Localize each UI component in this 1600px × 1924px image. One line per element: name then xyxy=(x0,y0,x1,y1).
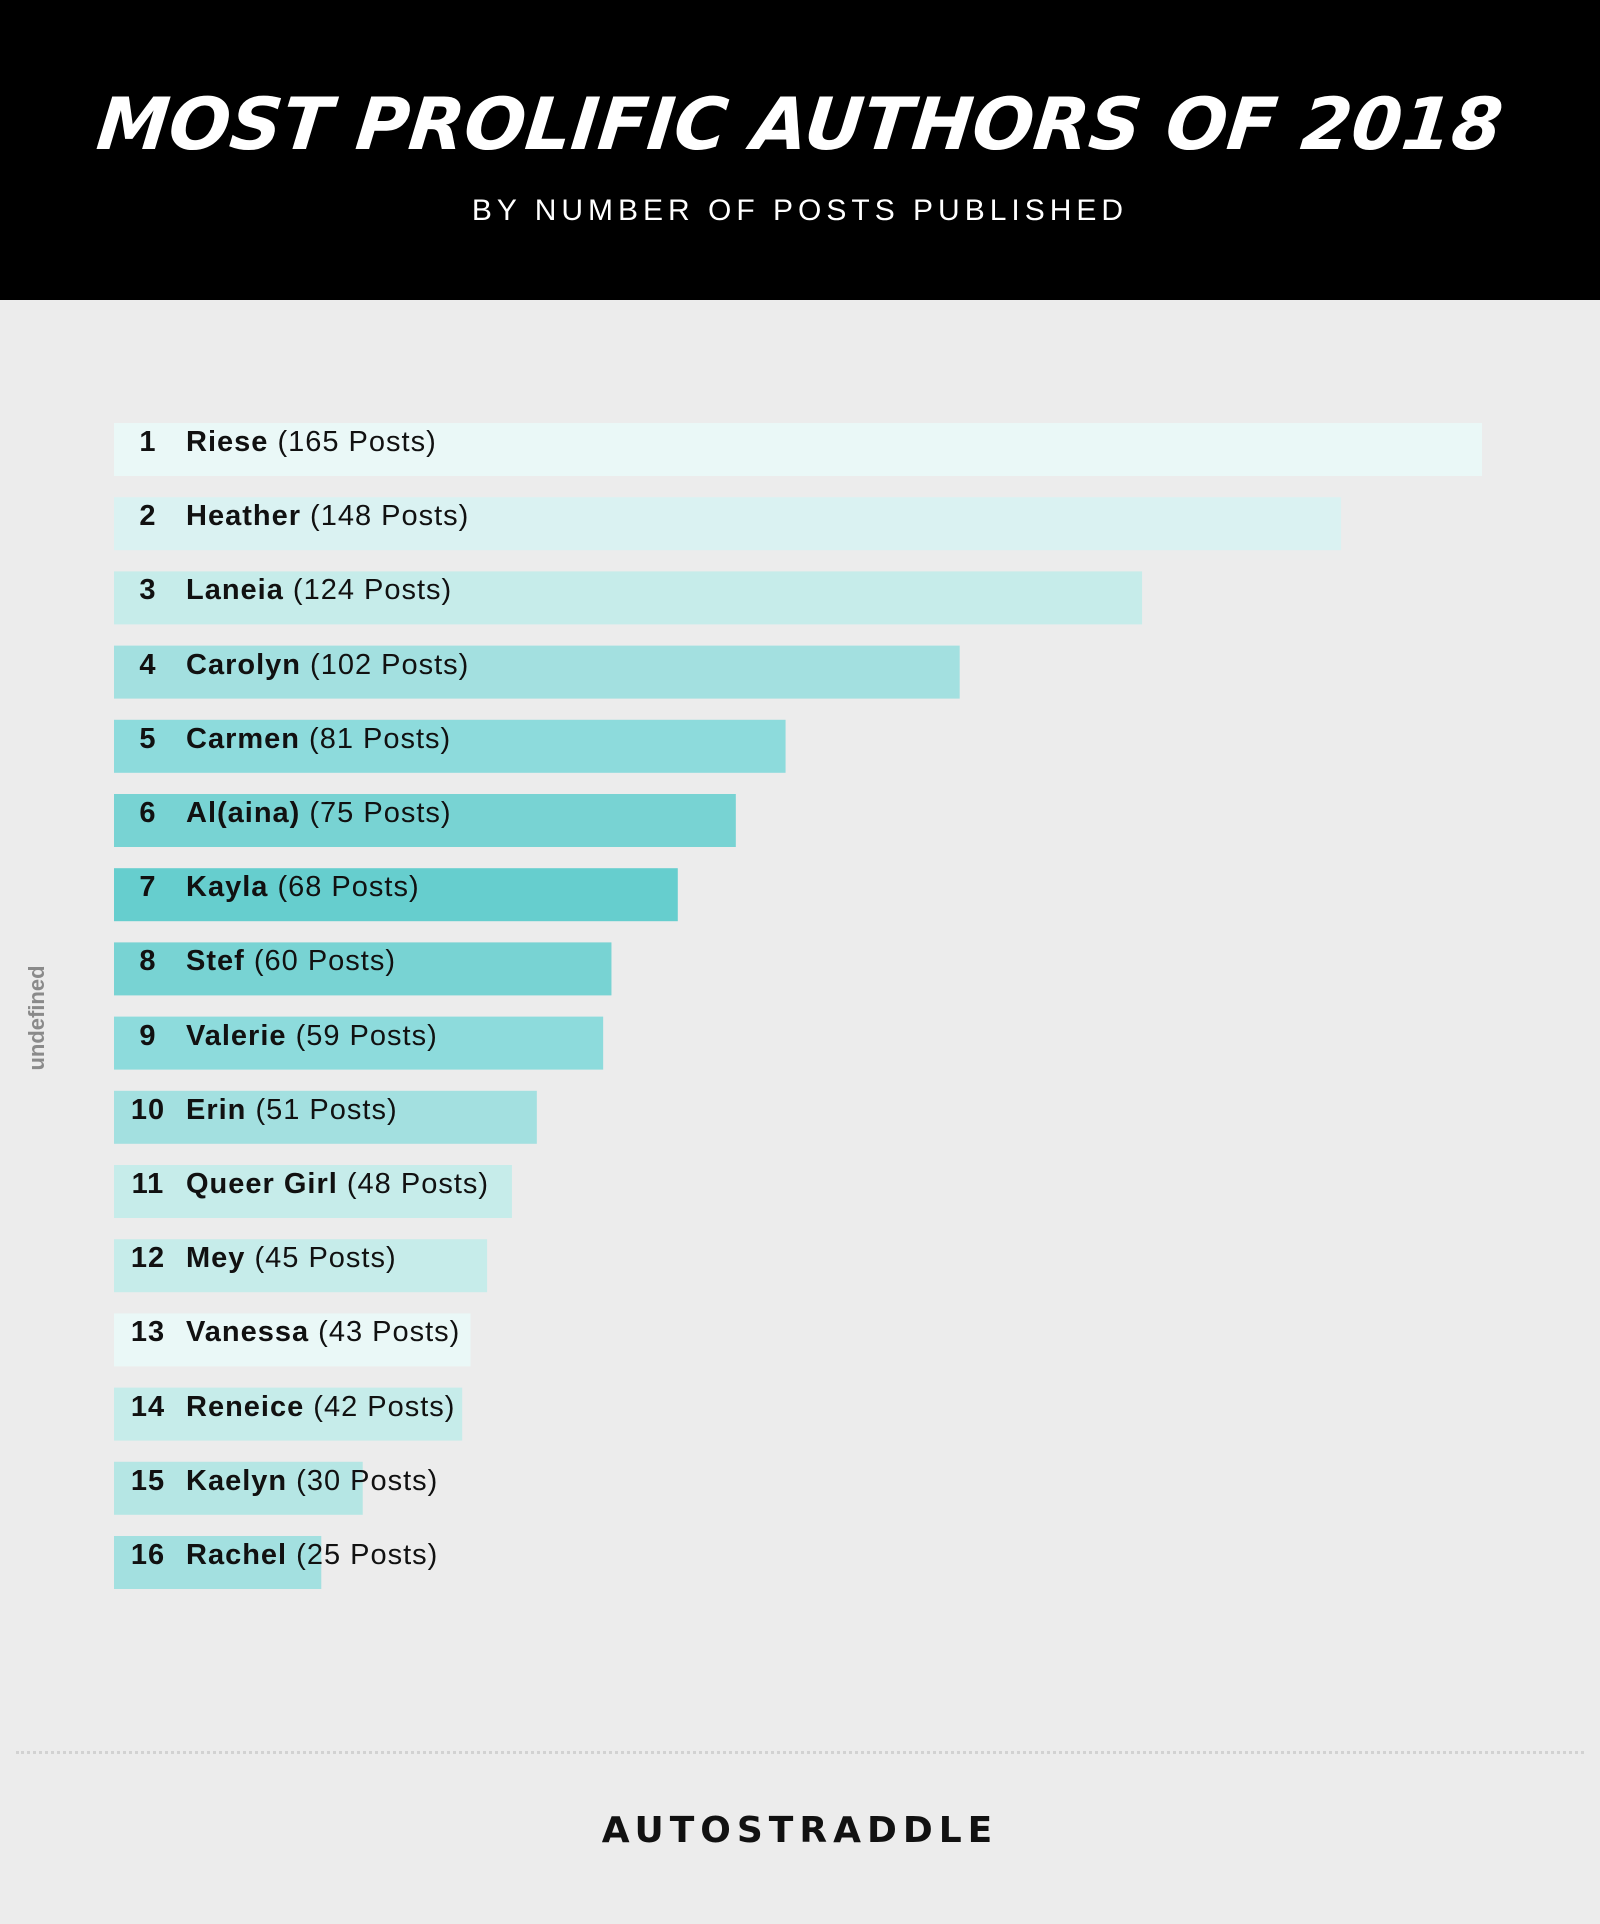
bar-3 xyxy=(114,571,1143,625)
author-name: Queer Girl xyxy=(186,1168,338,1200)
bar-10 xyxy=(114,1090,537,1144)
post-count-label: (68 Posts) xyxy=(268,871,420,904)
rank-label: 2 xyxy=(139,500,157,533)
bar-1 xyxy=(114,423,1482,476)
bar-chart xyxy=(114,423,1482,1589)
author-name: Rachel xyxy=(186,1539,288,1571)
post-count-label: (45 Posts) xyxy=(245,1242,397,1275)
post-count-label: (25 Posts) xyxy=(287,1539,439,1571)
post-count-label: (148 Posts) xyxy=(301,500,470,533)
bar-13 xyxy=(114,1313,471,1367)
post-count-label: (42 Posts) xyxy=(304,1390,456,1423)
author-name: Carmen xyxy=(186,722,300,755)
author-name: Valerie xyxy=(186,1019,287,1052)
rank-label: 16 xyxy=(130,1539,166,1571)
bar-8 xyxy=(114,942,612,996)
author-name: Vanessa xyxy=(186,1316,310,1349)
post-count-label: (48 Posts) xyxy=(337,1168,490,1200)
header-banner: MOST PROLIFIC AUTHORS OF 2018 BY NUMBER … xyxy=(0,0,1600,300)
author-name: Laneia xyxy=(186,574,284,607)
rank-label: 10 xyxy=(130,1093,166,1126)
rank-label: 11 xyxy=(131,1168,165,1200)
brand-logo: AUTOSTRADDLE xyxy=(601,1810,999,1851)
post-count-label: (124 Posts) xyxy=(283,574,453,607)
rank-label: 15 xyxy=(130,1464,166,1497)
rank-label: 3 xyxy=(139,574,157,607)
rank-label: 9 xyxy=(139,1019,157,1052)
rank-label: 14 xyxy=(130,1390,166,1423)
bar-4 xyxy=(114,645,960,699)
bar-2 xyxy=(114,497,1342,551)
author-name: Reneice xyxy=(186,1390,305,1423)
rank-label: 5 xyxy=(139,722,157,755)
bar-5 xyxy=(114,719,786,773)
bar-6 xyxy=(114,794,736,847)
post-count-label: (81 Posts) xyxy=(300,722,452,755)
bar-9 xyxy=(114,1016,604,1070)
post-count-label: (165 Posts) xyxy=(268,426,437,458)
bar-12 xyxy=(114,1239,488,1293)
rank-label: 6 xyxy=(139,797,157,829)
rank-label: 4 xyxy=(139,648,157,681)
footer-divider xyxy=(16,1751,1584,1754)
author-name: Mey xyxy=(186,1242,246,1275)
rank-label: 1 xyxy=(139,426,157,458)
author-name: Carolyn xyxy=(186,648,301,681)
post-count-label: (102 Posts) xyxy=(300,648,470,681)
author-name: Kayla xyxy=(186,871,269,904)
post-count-label: (43 Posts) xyxy=(309,1316,461,1349)
author-name: Stef xyxy=(186,945,245,978)
author-name: Kaelyn xyxy=(186,1464,288,1497)
post-count-label: (51 Posts) xyxy=(246,1093,398,1126)
rank-label: 12 xyxy=(130,1242,166,1275)
bar-14 xyxy=(114,1387,463,1441)
bar-11 xyxy=(114,1165,512,1218)
rank-label: 7 xyxy=(139,871,157,904)
author-name: Heather xyxy=(186,500,301,533)
post-count-label: (30 Posts) xyxy=(287,1464,439,1497)
post-count-label: (75 Posts) xyxy=(300,797,452,829)
author-name: Riese xyxy=(186,426,269,458)
bar-15 xyxy=(114,1461,363,1515)
rank-label: 8 xyxy=(139,945,157,978)
bar-7 xyxy=(114,868,678,922)
post-count-label: (60 Posts) xyxy=(244,945,397,978)
post-count-label: (59 Posts) xyxy=(286,1019,438,1052)
author-name: Erin xyxy=(186,1093,247,1126)
author-name: Al(aina) xyxy=(186,797,301,829)
rank-label: 13 xyxy=(130,1316,166,1349)
bar-16 xyxy=(114,1536,322,1589)
chart-subtitle: BY NUMBER OF POSTS PUBLISHED xyxy=(471,194,1129,227)
